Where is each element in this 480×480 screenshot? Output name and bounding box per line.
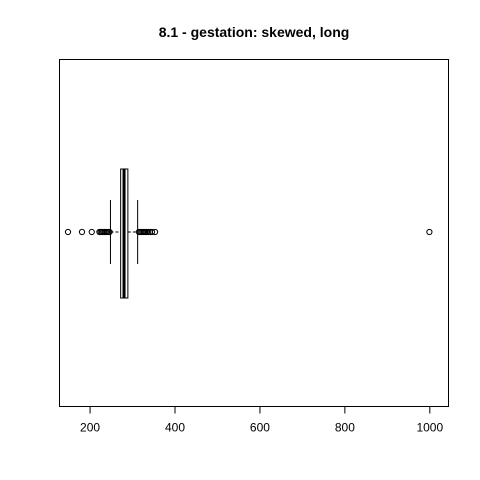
- x-tick-label: 600: [250, 421, 270, 435]
- x-tick-label: 200: [80, 421, 100, 435]
- x-tick-label: 400: [165, 421, 185, 435]
- outlier-point: [426, 228, 433, 236]
- box-group: [109, 168, 139, 299]
- chart-title: 8.1 - gestation: skewed, long: [159, 24, 350, 40]
- outlier-point: [106, 228, 113, 236]
- outlier-point: [78, 228, 86, 236]
- x-axis: 200 400 600 800 1000: [80, 406, 443, 435]
- outlier-point: [145, 228, 152, 236]
- x-tick-label: 800: [335, 421, 355, 435]
- outlier-point: [151, 228, 159, 236]
- plot-frame: [59, 59, 449, 407]
- x-tick-label: 1000: [416, 421, 443, 435]
- outlier-group: [64, 228, 433, 236]
- outlier-point: [148, 228, 156, 236]
- outlier-point: [64, 228, 72, 236]
- outlier-point: [88, 228, 95, 236]
